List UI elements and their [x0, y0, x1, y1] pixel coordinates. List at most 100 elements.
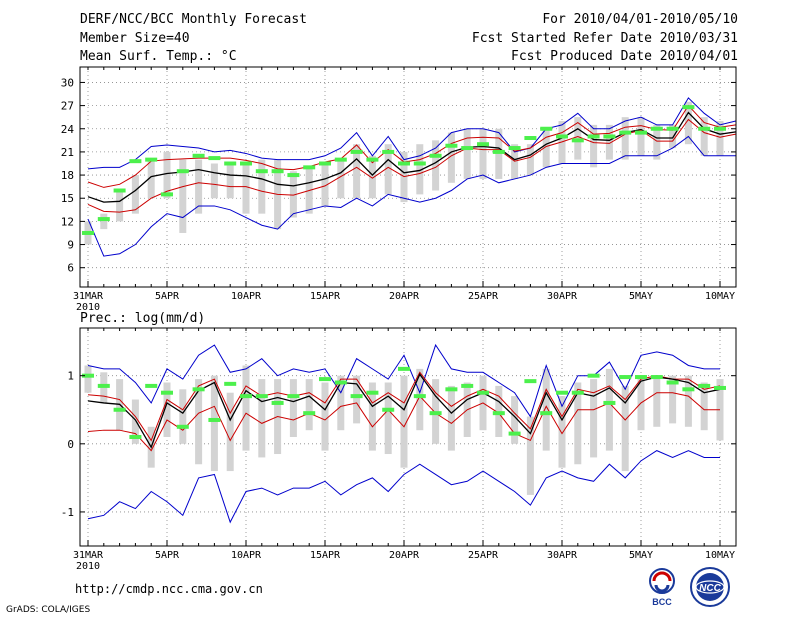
temp-range-bar	[637, 117, 645, 156]
temp-observed-mark	[303, 165, 316, 170]
prec-xtick-label: 5MAY	[629, 550, 653, 561]
prec-observed-mark	[524, 379, 537, 384]
prec-observed-mark	[429, 411, 442, 416]
prec-range-bar	[226, 392, 234, 472]
prec-observed-mark	[287, 394, 300, 399]
prec-series-min	[87, 450, 720, 524]
temp-ytick-label: 21	[61, 146, 74, 159]
prec-observed-mark	[145, 383, 158, 388]
prec-observed-mark	[255, 394, 268, 399]
temp-range-bar	[447, 132, 455, 183]
prec-observed-mark	[682, 387, 695, 392]
temp-observed-mark	[287, 173, 300, 178]
prec-observed-mark	[571, 390, 584, 395]
temp-observed-mark	[666, 126, 679, 131]
temp-ytick-label: 9	[67, 239, 74, 252]
prec-range-bar	[289, 379, 297, 437]
temp-observed-mark	[540, 126, 553, 131]
temp-range-bar	[653, 124, 661, 160]
prec-observed-mark	[382, 407, 395, 412]
prec-observed-mark	[492, 411, 505, 416]
prec-range-bar	[526, 416, 534, 495]
prec-observed-mark	[113, 407, 126, 412]
prec-observed-mark	[603, 400, 616, 405]
grads-credit: GrADS: COLA/IGES	[6, 605, 91, 615]
prec-frame	[79, 327, 737, 547]
temp-observed-mark	[477, 142, 489, 147]
prec-series-mean	[87, 373, 721, 449]
temp-xtick-label: 31MAR	[73, 291, 104, 302]
temp-ytick-label: 6	[67, 262, 74, 275]
temp-xtick-label: 10MAY	[705, 291, 735, 302]
temp-range-bar	[384, 144, 392, 195]
temp-range-bar	[684, 101, 692, 145]
prec-observed-mark	[619, 375, 632, 380]
prec-observed-mark	[176, 424, 189, 429]
bcc-logo-text: BCC	[652, 597, 672, 607]
temp-series-upper	[87, 104, 736, 188]
ncc-logo-text: NCC	[699, 583, 721, 594]
prec-range-bar	[242, 365, 250, 451]
temp-range-bar	[700, 117, 708, 156]
prec-range-bar	[447, 385, 455, 451]
temp-observed-mark	[176, 169, 189, 174]
prec-range-bar	[653, 375, 661, 427]
temp-series-min	[87, 135, 736, 257]
temp-range-bar	[131, 175, 139, 214]
temp-observed-mark	[556, 134, 568, 139]
temp-ytick-label: 18	[61, 169, 74, 182]
chart-title: DERF/NCC/BCC Monthly Forecast	[80, 12, 307, 27]
prec-range-bar	[542, 368, 550, 451]
prec-observed-mark	[271, 400, 284, 405]
prec-range-bar	[321, 382, 329, 451]
prec-range-bar	[368, 382, 376, 451]
temp-ytick-label: 30	[61, 76, 74, 89]
temp-observed-mark	[97, 217, 110, 222]
prec-series-lower	[87, 392, 720, 452]
temp-observed-mark	[461, 146, 474, 151]
prec-panel-title: Prec.: log(mm/d)	[80, 311, 205, 326]
temp-range-bar	[163, 151, 171, 199]
prec-range-bar	[131, 399, 139, 444]
temp-observed-mark	[682, 105, 695, 110]
temp-xtick-label: 5APR	[155, 291, 180, 302]
prec-range-bar	[558, 396, 566, 468]
prec-observed-mark	[508, 431, 521, 436]
bcc-logo: BCC	[649, 568, 675, 607]
prec-xtick-label: 5APR	[155, 550, 180, 561]
prec-observed-mark	[303, 411, 316, 416]
temp-range-bar	[179, 159, 187, 233]
temp-observed-mark	[319, 161, 331, 166]
prec-observed-mark	[350, 394, 363, 399]
temp-xtick-label: 15APR	[310, 291, 341, 302]
prec-range-bar	[684, 375, 692, 427]
temp-observed-mark	[224, 161, 237, 166]
temp-observed-mark	[445, 143, 458, 148]
temp-observed-mark	[619, 130, 632, 135]
prec-observed-mark	[650, 375, 663, 380]
temp-observed-mark	[650, 126, 663, 131]
prec-observed-mark	[714, 385, 726, 390]
temp-range-bar	[321, 163, 329, 206]
temp-observed-mark	[603, 134, 616, 139]
prec-range-bar	[511, 396, 519, 444]
prec-range-bar	[337, 375, 345, 431]
temp-range-bar	[605, 124, 613, 160]
prec-range-bar	[258, 379, 266, 458]
prec-range-bar	[353, 375, 361, 424]
temp-xtick-label: 5MAY	[629, 291, 653, 302]
temp-observed-mark	[413, 161, 426, 166]
temp-observed-mark	[255, 169, 268, 174]
prec-observed-mark	[208, 417, 221, 422]
temp-range-bar	[716, 121, 724, 156]
website-url[interactable]: http://cmdp.ncc.cma.gov.cn	[75, 582, 263, 596]
prec-observed-mark	[224, 381, 237, 386]
temp-xtick-label: 10APR	[231, 291, 262, 302]
prec-observed-mark	[587, 373, 600, 378]
prec-range-bar	[384, 382, 392, 455]
temp-observed-mark	[145, 157, 158, 162]
temp-observed-mark	[714, 126, 726, 131]
prec-xtick-label: 15APR	[310, 550, 341, 561]
prec-xtick-label: 25APR	[468, 550, 499, 561]
